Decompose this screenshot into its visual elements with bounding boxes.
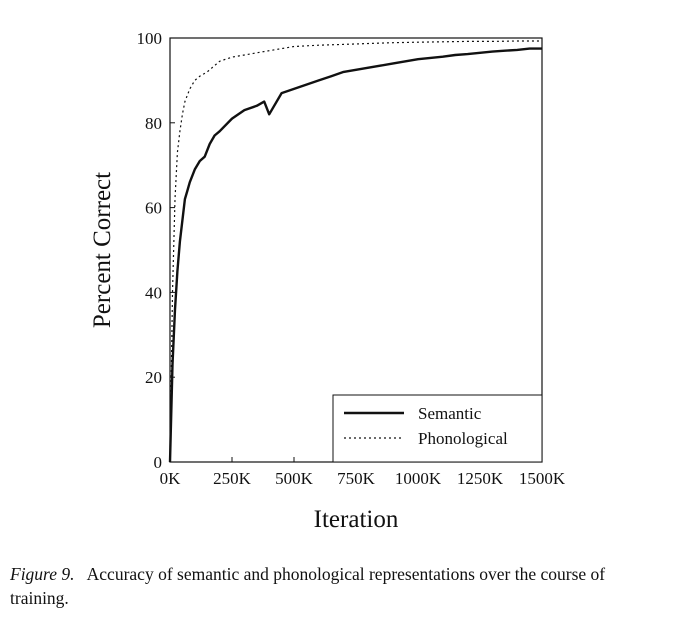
legend-label-phonological: Phonological <box>418 429 508 448</box>
figure-caption: Figure 9. Accuracy of semantic and phono… <box>10 562 665 610</box>
y-axis: 0 20 40 60 80 100 <box>137 29 175 472</box>
x-tick-label: 250K <box>213 469 252 488</box>
legend: Semantic Phonological <box>332 394 543 463</box>
series-lines <box>168 40 542 463</box>
y-tick-label: 100 <box>137 29 163 48</box>
figure-label: Figure 9. <box>10 564 75 584</box>
x-tick-label: 750K <box>337 469 376 488</box>
series-line-semantic <box>168 47 542 463</box>
y-tick-label: 60 <box>145 199 162 218</box>
chart: 0 20 40 60 80 100 0K 250K 500K 750K 1000K 1250K 150… <box>89 29 566 533</box>
legend-label-semantic: Semantic <box>418 404 482 423</box>
x-tick-label: 1250K <box>457 469 504 488</box>
y-tick-label: 80 <box>145 114 162 133</box>
caption-text: Accuracy of semantic and phonological re… <box>10 564 606 608</box>
y-tick-label: 40 <box>145 283 162 302</box>
x-axis-title: Iteration <box>314 506 399 533</box>
y-axis-title: Percent Correct <box>89 172 116 328</box>
x-tick-label: 0K <box>160 469 182 488</box>
x-tick-label: 1000K <box>395 469 442 488</box>
y-tick-label: 0 <box>154 453 163 472</box>
x-tick-label: 500K <box>275 469 314 488</box>
plot-area: 0 20 40 60 80 100 0K 250K 500K 750K 1000K 1250K 150… <box>137 29 566 488</box>
x-axis: 0K 250K 500K 750K 1000K 1250K 1500K <box>160 457 566 488</box>
x-tick-label: 1500K <box>519 469 566 488</box>
legend-box <box>332 394 543 463</box>
y-tick-label: 20 <box>145 368 162 387</box>
